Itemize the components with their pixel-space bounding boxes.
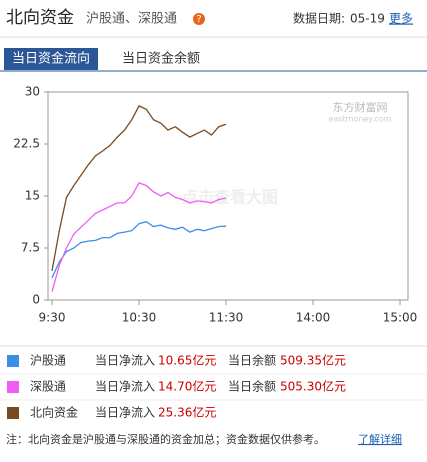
legend-name: 深股通: [30, 380, 66, 394]
inflow-value: 14.70亿元: [158, 379, 216, 394]
y-tick-label: 15: [25, 189, 40, 203]
watermark: eastmoney.com: [328, 115, 391, 124]
x-tick-label: 15:00: [383, 311, 418, 325]
subtitle: 沪股通、深股通: [86, 11, 177, 27]
y-tick-label: 22.5: [13, 137, 40, 151]
legend-swatch: [7, 407, 19, 419]
x-tick-label: 9:30: [39, 311, 66, 325]
x-tick-label: 11:30: [209, 311, 244, 325]
legend-name: 沪股通: [30, 354, 66, 368]
date: 05-19: [350, 12, 385, 26]
tab-active[interactable]: [4, 48, 98, 70]
series-line: [51, 105, 227, 272]
series-line: [51, 220, 227, 279]
footer-note: 注：北向资金是沪股通与深股通的资金加总；资金数据仅供参考。: [6, 432, 325, 446]
x-tick-label: 10:30: [122, 311, 157, 325]
tab[interactable]: 当日资金流向: [12, 51, 90, 67]
balance-value: 509.35亿元: [280, 353, 346, 368]
more-link[interactable]: 更多: [389, 12, 413, 26]
y-tick-label: 7.5: [21, 241, 40, 255]
x-tick-label: 14:00: [296, 311, 331, 325]
inflow-label: 当日净流入: [95, 406, 155, 420]
balance-label: 当日余额: [228, 353, 276, 368]
title: 北向资金: [6, 8, 74, 28]
footer-link[interactable]: 了解详细: [358, 432, 402, 446]
tab[interactable]: 当日资金余额: [122, 51, 200, 67]
inflow-value: 25.36亿元: [158, 405, 216, 420]
legend-swatch: [7, 355, 19, 367]
legend-swatch: [7, 381, 19, 393]
date-label: 数据日期:: [293, 11, 345, 26]
watermark[interactable]: 点击查看大图: [182, 188, 278, 207]
inflow-label: 当日净流入: [95, 380, 155, 394]
help-mark[interactable]: ?: [196, 14, 201, 25]
watermark: 东方财富网: [333, 100, 388, 114]
balance-value: 505.30亿元: [280, 379, 346, 394]
inflow-label: 当日净流入: [95, 354, 155, 368]
inflow-value: 10.65亿元: [158, 353, 216, 368]
y-tick-label: 30: [25, 85, 40, 99]
y-tick-label: 0: [32, 293, 40, 307]
help-icon[interactable]: [193, 13, 205, 25]
series-line: [51, 181, 227, 292]
legend-name: 北向资金: [30, 405, 78, 420]
balance-label: 当日余额: [228, 379, 276, 394]
